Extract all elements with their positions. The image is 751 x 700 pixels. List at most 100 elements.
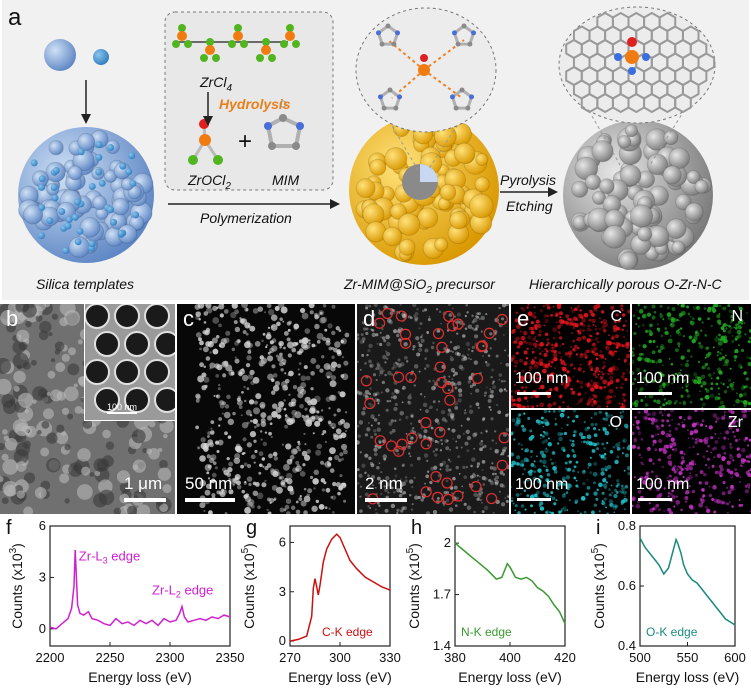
- eds-scale-text: 100 nm: [636, 476, 690, 493]
- schematic-graphic: [2, 0, 749, 300]
- sem-inset-pores: [85, 304, 175, 420]
- x-tick-label: 300: [329, 650, 351, 665]
- x-tick-label: 2250: [96, 650, 125, 665]
- zrcl4-text: ZrCl: [200, 74, 227, 90]
- x-axis-label: Energy loss (eV): [88, 669, 191, 685]
- d-scale-text: 2 nm: [365, 474, 403, 493]
- zrcl4-subscript: 4: [226, 82, 232, 94]
- annotation-h: N-K edge: [461, 625, 512, 639]
- precursor-subscript: 2: [426, 284, 432, 296]
- annotation-g: C-K edge: [322, 625, 373, 639]
- x-tick-label: 380: [444, 650, 466, 665]
- x-tick-label: 500: [629, 650, 651, 665]
- polymerization-label: Polymerization: [200, 210, 292, 226]
- eds-panel-e: C 100 nm N 100 nm O 100 nm Zr 100 nm e: [511, 304, 751, 514]
- porous-label: Hierarchically porous O-Zr-N-C: [529, 276, 722, 292]
- haadf-texture: [357, 304, 509, 514]
- graphene-zr-site-icon: [565, 11, 716, 114]
- panel-label-b: b: [6, 306, 19, 331]
- y-tick-label: 6: [279, 534, 286, 549]
- down-arrow-head: [81, 114, 91, 124]
- zrcl4-label: ZrCl4: [200, 74, 232, 94]
- eds-map-texture: [632, 410, 751, 514]
- sem-inset: 100 nm: [84, 304, 175, 421]
- polymerization-arrow-head: [330, 199, 340, 209]
- axes-box: [49, 525, 231, 647]
- y-tick-label: 0.8: [618, 518, 636, 533]
- panel-label-f: f: [6, 517, 12, 539]
- tem-texture: [177, 304, 355, 514]
- precursor-ball: [349, 112, 499, 265]
- silica-template-ball: [18, 127, 154, 263]
- x-axis-label: Energy loss (eV): [458, 669, 561, 685]
- y-tick-label: 0.6: [618, 578, 636, 593]
- panel-label-d: d: [363, 306, 376, 331]
- plus-sign: +: [238, 128, 253, 155]
- sem-panel-b: 100 nm b 1 μm: [0, 304, 175, 514]
- spectrum-chart-g: g 270 300 330 0 3 6 Energy loss (eV) Counts (x10…: [240, 517, 401, 685]
- y-axis-label: Counts (x105): [590, 543, 607, 629]
- panel-label-c: c: [183, 306, 194, 331]
- zrocl2-label: ZrOCl2: [188, 172, 231, 192]
- y-axis-label: Counts (x103): [8, 543, 25, 629]
- eds-scale-bar: [638, 392, 672, 395]
- eds-element-label: O: [609, 414, 622, 431]
- c-scale-bar: [185, 498, 235, 502]
- y-tick-label: 0.4: [618, 638, 636, 653]
- spectrum-chart-f: f 2200 2250 2300 2350 0 3 6 Energy loss (eV) Coun…: [6, 517, 244, 685]
- y-tick-label: 2: [444, 535, 451, 550]
- spectrum-chart-h: h 380 400 420 1.4 1.7 2 Energy loss (eV) Counts …: [405, 517, 576, 685]
- pyrolysis-label: Pyrolysis: [500, 172, 557, 188]
- tem-panel-c: c 50 nm: [177, 304, 355, 514]
- spectrum-line-i: [639, 537, 736, 626]
- c-scale-text: 50 nm: [185, 474, 233, 493]
- zrocl2-subscript: 2: [225, 180, 231, 192]
- panel-label-h: h: [411, 517, 422, 539]
- eds-map-texture: [511, 410, 630, 514]
- d-scale-bar: [365, 498, 407, 502]
- spectrum-line-f: [49, 549, 231, 630]
- hydrolysis-label: Hydrolysis: [219, 96, 291, 112]
- y-tick-label: 1.7: [433, 587, 451, 602]
- eds-scale-text: 100 nm: [636, 370, 690, 387]
- eds-scale-text: 100 nm: [515, 370, 569, 387]
- eds-map-texture: [511, 304, 630, 408]
- annotation-zr-l3: Zr-L3 edge: [79, 548, 140, 565]
- y-tick-label: 0: [39, 621, 46, 636]
- etching-label: Etching: [506, 198, 553, 214]
- precursor-text-b: precursor: [431, 276, 495, 292]
- x-tick-label: 2350: [216, 650, 245, 665]
- inset-scale-text: 100 nm: [107, 402, 138, 412]
- spectrum-line-g: [289, 533, 391, 642]
- eds-element-label: Zr: [727, 414, 743, 431]
- inset-scale-bar: [107, 412, 137, 414]
- precursor-text-a: Zr-MIM@SiO: [344, 276, 427, 292]
- precursor-label: Zr-MIM@SiO2 precursor: [344, 276, 495, 296]
- eds-element-label: N: [731, 308, 743, 325]
- panel-label-i: i: [596, 517, 600, 539]
- haadf-panel-d: d 2 nm: [357, 304, 509, 514]
- b-scale-bar: [124, 498, 166, 502]
- b-scale-text: 1 μm: [124, 474, 163, 493]
- mim-molecule-icon: [264, 100, 304, 150]
- pyrolysis-arrow-head: [548, 187, 558, 197]
- x-tick-label: 550: [677, 650, 699, 665]
- eds-map-o: O 100 nm: [511, 410, 630, 514]
- spectra-row: f 2200 2250 2300 2350 0 3 6 Energy loss (eV) Coun…: [0, 516, 751, 695]
- spectrum-chart-i: i 500 550 600 0.4 0.6 0.8 Energy loss (eV) Count…: [590, 517, 746, 685]
- silica-sphere-large: [44, 39, 76, 71]
- y-tick-label: 3: [279, 584, 286, 599]
- eds-map-texture: [632, 304, 751, 408]
- zrcl4-chain-icon: [172, 24, 300, 62]
- eds-scale-bar: [517, 392, 551, 395]
- eds-scale-bar: [517, 498, 551, 501]
- annotation-i: O-K edge: [646, 625, 698, 639]
- zoom-line-left: [367, 84, 419, 171]
- x-tick-label: 420: [554, 650, 576, 665]
- hydrolysis-arrow-head: [203, 116, 213, 126]
- eds-scale-bar: [638, 498, 672, 501]
- x-tick-label: 600: [724, 650, 746, 665]
- eds-element-label: C: [610, 308, 622, 325]
- zoom-line-right: [427, 84, 485, 171]
